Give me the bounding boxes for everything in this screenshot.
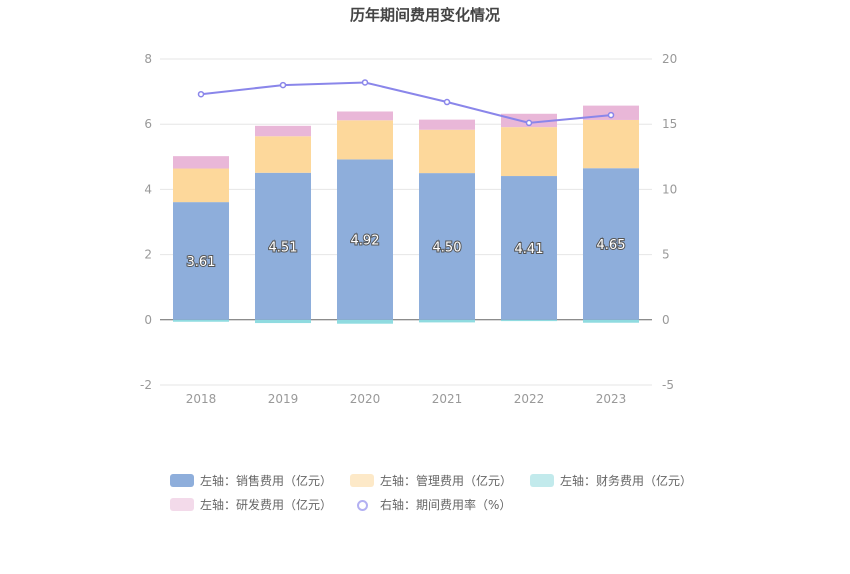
x-tick-label-2022: 2022	[514, 392, 545, 406]
legend-item-admin[interactable]: 左轴：管理费用（亿元）	[350, 472, 512, 489]
legend-label-rnd: 左轴：研发费用（亿元）	[200, 497, 333, 512]
bar-label-2023: 4.65	[597, 238, 626, 253]
bar-s2-2021	[419, 319, 475, 323]
left-tick-label-4: 6	[144, 117, 152, 131]
right-tick-label-4: 15	[662, 117, 677, 131]
bar-label-2018: 3.61	[187, 255, 216, 270]
bar-label-2022: 4.41	[515, 242, 544, 257]
bar-s0-2019	[255, 172, 311, 320]
x-tick-label-2019: 2019	[268, 392, 299, 406]
bar-s0-2022	[501, 176, 557, 320]
bar-s1-2020	[337, 120, 393, 160]
x-tick-label-2020: 2020	[350, 392, 381, 406]
legend-label-admin: 左轴：管理费用（亿元）	[380, 473, 513, 488]
bar-s1-2018	[173, 168, 229, 203]
legend-item-rate[interactable]: 右轴：期间费用率（%）	[350, 496, 511, 513]
x-tick-label-2023: 2023	[596, 392, 627, 406]
rate-point-2019	[279, 81, 287, 89]
bar-s0-2020	[337, 159, 393, 320]
bar-label-2019: 4.51	[269, 240, 298, 255]
left-tick-label-0: -2	[140, 378, 152, 392]
bar-s2-2020	[337, 319, 393, 324]
bar-s3-2021	[419, 119, 475, 130]
left-tick-label-3: 4	[144, 182, 152, 196]
rate-point-2018	[197, 90, 205, 98]
legend-item-sales[interactable]: 左轴：销售费用（亿元）	[170, 472, 332, 489]
left-tick-label-5: 8	[144, 52, 152, 66]
bar-s2-2022	[501, 319, 557, 322]
bar-s3-2020	[337, 111, 393, 121]
bar-label-2020: 4.92	[351, 234, 380, 249]
legend-item-finance[interactable]: 左轴：财务费用（亿元）	[530, 472, 692, 489]
right-tick-label-3: 10	[662, 182, 677, 196]
legend-swatch-rnd	[170, 497, 194, 511]
legend-label-rate: 右轴：期间费用率（%）	[380, 497, 512, 512]
right-tick-label-1: 0	[662, 313, 670, 327]
legend-label-finance: 左轴：财务费用（亿元）	[560, 473, 693, 488]
bar-s1-2019	[255, 136, 311, 173]
legend-swatch-sales	[170, 473, 194, 487]
legend-swatch-rate	[350, 498, 374, 511]
chart-legend: 左轴：销售费用（亿元） 左轴：管理费用（亿元） 左轴：财务费用（亿元） 左轴：研…	[170, 468, 692, 516]
bar-s3-2019	[255, 125, 311, 137]
x-tick-label-2021: 2021	[432, 392, 463, 406]
bar-s1-2021	[419, 129, 475, 174]
legend-label-sales: 左轴：销售费用（亿元）	[200, 473, 333, 488]
bar-s0-2021	[419, 173, 475, 320]
bar-s2-2023	[583, 319, 639, 323]
bar-s2-2018	[173, 319, 229, 322]
left-tick-label-2: 2	[144, 248, 152, 262]
bar-s1-2023	[583, 119, 639, 169]
right-tick-label-0: -5	[662, 378, 674, 392]
bar-s1-2022	[501, 127, 557, 177]
bar-s0-2018	[173, 202, 229, 320]
rate-point-2021	[443, 98, 451, 106]
rate-point-2023	[607, 111, 615, 119]
right-tick-label-2: 5	[662, 248, 670, 262]
chart-title: 历年期间费用变化情况	[349, 6, 500, 24]
bar-label-2021: 4.50	[433, 240, 462, 255]
legend-swatch-admin	[350, 473, 375, 487]
right-tick-label-5: 20	[662, 52, 677, 66]
bar-s3-2018	[173, 156, 229, 169]
bar-s2-2019	[255, 319, 311, 324]
rate-point-2020	[361, 79, 369, 86]
legend-swatch-finance	[530, 473, 555, 487]
bar-s0-2023	[583, 168, 639, 320]
legend-item-rnd[interactable]: 左轴：研发费用（亿元）	[170, 496, 332, 513]
rate-line	[200, 81, 612, 124]
left-tick-label-1: 0	[144, 313, 152, 327]
x-tick-label-2018: 2018	[186, 392, 217, 406]
rate-point-2022	[525, 119, 533, 127]
